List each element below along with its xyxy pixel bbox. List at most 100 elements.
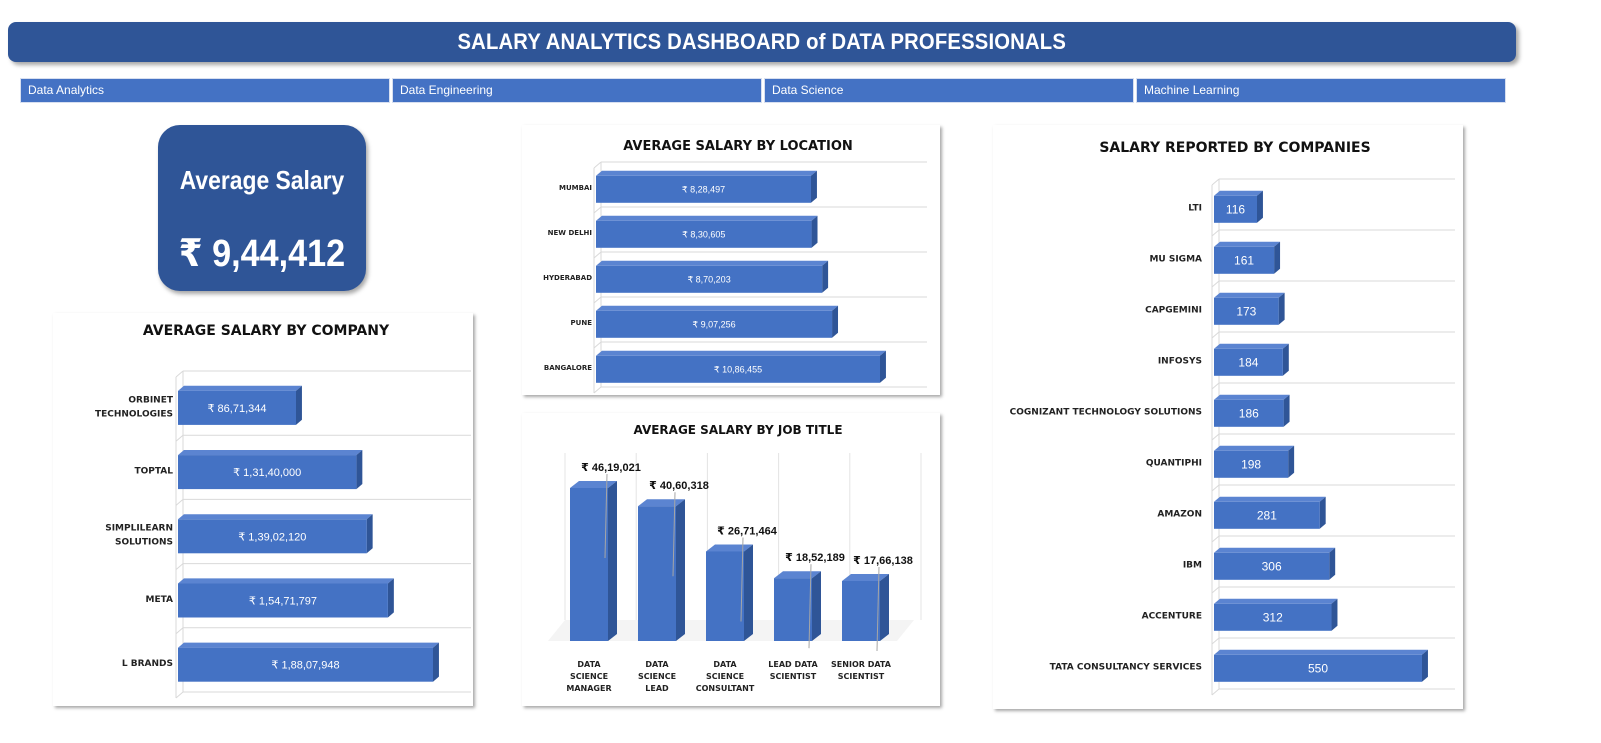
data-label: ₹ 8,28,497: [682, 185, 725, 195]
bar: [178, 647, 433, 682]
bar: [1214, 654, 1422, 682]
category-label: INFOSYS: [1158, 357, 1202, 367]
category-label: TATA CONSULTANCY SERVICES: [1050, 663, 1202, 673]
bar-side: [811, 215, 818, 248]
slicer-machine-learning[interactable]: Machine Learning: [1136, 78, 1506, 103]
column-side: [744, 544, 753, 641]
chart-title: AVERAGE SALARY BY COMPANY: [143, 323, 390, 339]
leader-line: [604, 473, 608, 559]
gridline: [593, 161, 602, 169]
chart-title: AVERAGE SALARY BY JOB TITLE: [633, 423, 842, 437]
bar: [596, 355, 880, 383]
data-label: 550: [1308, 662, 1328, 676]
category-label: AMAZON: [1157, 510, 1202, 520]
bar-side: [1278, 292, 1285, 325]
bar-side: [822, 260, 829, 293]
data-label: 306: [1262, 560, 1282, 574]
jobtitle-chart-panel: AVERAGE SALARY BY JOB TITLE ₹ 46,19,021 DA…: [522, 413, 940, 706]
average-salary-value: ₹ 9,44,412: [178, 233, 346, 275]
leader-line: [672, 492, 676, 577]
location-chart-panel: AVERAGE SALARY BY LOCATION ₹ 8,28,497 MUMB…: [522, 125, 940, 395]
bar-side: [1257, 190, 1263, 223]
data-label: ₹ 1,88,07,948: [271, 660, 339, 672]
data-label: ₹ 9,07,256: [692, 320, 735, 330]
bar: [178, 455, 357, 490]
category-label: CONSULTANT: [696, 684, 755, 693]
bar-side: [366, 514, 373, 554]
category-label: MANAGER: [566, 684, 611, 693]
gridline: [593, 341, 602, 349]
bar-top: [596, 215, 818, 221]
slicer-data-analytics[interactable]: Data Analytics: [20, 78, 390, 103]
gridline: [175, 434, 184, 442]
data-label: 184: [1238, 356, 1258, 370]
slicer-data-engineering[interactable]: Data Engineering: [392, 78, 762, 103]
bar-top: [1214, 445, 1295, 451]
average-salary-label: Average Salary: [179, 165, 345, 195]
category-label: TOPTAL: [134, 467, 173, 477]
bar-top: [178, 514, 373, 520]
gridline: [1211, 484, 1220, 492]
bar: [178, 390, 296, 425]
gridline: [1211, 382, 1220, 390]
bar-side: [1329, 547, 1336, 580]
column-top: [706, 544, 753, 552]
data-label: ₹ 26,71,464: [717, 525, 778, 537]
data-label: ₹ 18,52,189: [785, 552, 845, 564]
category-label: TECHNOLOGIES: [95, 409, 173, 419]
data-label: 173: [1236, 305, 1256, 319]
data-label: 281: [1257, 509, 1277, 523]
category-label: LEAD DATA: [768, 660, 818, 669]
gridline: [593, 251, 602, 259]
data-label: ₹ 1,54,71,797: [249, 595, 317, 607]
bar-top: [1214, 394, 1290, 400]
data-label: ₹ 10,86,455: [714, 365, 762, 375]
slicer-data-science[interactable]: Data Science: [764, 78, 1134, 103]
category-label: NEW DELHI: [548, 229, 592, 237]
bar-side: [1274, 241, 1281, 274]
companies-count-chart-panel: SALARY REPORTED BY COMPANIES 116 LTI 161 MU …: [993, 125, 1463, 709]
bar: [1214, 603, 1332, 631]
column: [842, 581, 880, 641]
gridline: [1211, 178, 1220, 186]
gridline: [175, 627, 184, 635]
bar-top: [596, 170, 817, 176]
bar: [1214, 246, 1275, 274]
gridline: [1211, 280, 1220, 288]
category-label: MUMBAI: [559, 184, 592, 192]
data-label: ₹ 40,60,318: [649, 480, 709, 492]
bar-side: [296, 385, 302, 425]
category-label: META: [145, 595, 173, 605]
dashboard-title-bar: SALARY ANALYTICS DASHBOARD of DATA PROFE…: [8, 22, 1516, 62]
bar-side: [811, 170, 817, 203]
gridline: [1211, 331, 1220, 339]
bar-top: [596, 305, 839, 311]
bar-top: [1214, 649, 1428, 655]
location-salary-chart: AVERAGE SALARY BY LOCATION ₹ 8,28,497 MUMB…: [543, 139, 927, 394]
gridline: [1211, 586, 1220, 594]
bar-top: [596, 350, 886, 356]
bar-top: [1214, 241, 1281, 247]
bar-top: [1214, 547, 1336, 553]
data-label: ₹ 8,30,605: [682, 230, 725, 240]
bar-top: [1214, 496, 1326, 502]
category-label: SCIENTIST: [770, 672, 817, 681]
bar-top: [178, 450, 363, 456]
bar-side: [1288, 445, 1295, 478]
column: [570, 488, 608, 641]
gridline: [593, 206, 602, 214]
bar: [1214, 297, 1279, 325]
dashboard-title: SALARY ANALYTICS DASHBOARD of DATA PROFE…: [457, 29, 1067, 54]
gridline: [1211, 637, 1220, 645]
category-label: SIMPLILEARN: [105, 524, 173, 534]
category-label: DATA: [713, 660, 737, 669]
category-label: LEAD: [645, 684, 669, 693]
bar-top: [1214, 598, 1338, 604]
column-side: [608, 481, 617, 641]
bar-side: [880, 350, 886, 383]
category-label: ACCENTURE: [1142, 612, 1202, 622]
category-label: LTI: [1188, 204, 1202, 214]
bar-side: [387, 578, 394, 618]
data-label: ₹ 1,31,40,000: [233, 467, 301, 479]
gridline: [175, 691, 184, 699]
